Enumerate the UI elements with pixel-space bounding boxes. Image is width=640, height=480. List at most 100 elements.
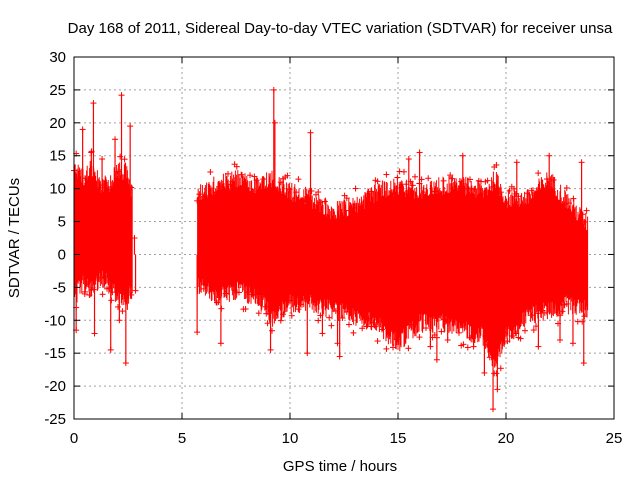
outlier-point (490, 406, 497, 413)
outlier-point (459, 152, 466, 159)
data-point (90, 286, 97, 293)
data-point (423, 325, 429, 332)
y-tick-label: 20 (49, 115, 66, 132)
outlier-point (79, 126, 86, 133)
data-point (269, 327, 275, 334)
data-point (528, 312, 535, 319)
y-tick-label: -20 (44, 378, 66, 395)
outlier-point (267, 346, 274, 353)
x-tick-label: 5 (178, 430, 186, 447)
y-tick-label: -15 (44, 345, 66, 362)
data-point (196, 191, 203, 198)
data-point (108, 186, 115, 193)
outlier-point (416, 149, 423, 156)
outlier-point (122, 360, 129, 367)
data-point (286, 186, 293, 193)
data-point (394, 336, 401, 343)
data-point (566, 200, 572, 207)
outlier-point (304, 350, 311, 357)
data-point (262, 303, 269, 310)
data-point (101, 273, 108, 280)
outlier-point (444, 337, 451, 344)
data-point (374, 178, 381, 185)
data-point (374, 338, 381, 345)
outlier-point (336, 353, 343, 360)
data-point (412, 321, 418, 328)
y-tick-label: 30 (49, 49, 66, 66)
data-point (570, 195, 577, 202)
data-point (392, 191, 399, 198)
data-point (128, 184, 135, 191)
data-point (533, 192, 539, 199)
outlier-point (405, 156, 412, 163)
y-axis-label: SDTVAR / TECUs (6, 178, 23, 298)
y-tick-label: 5 (58, 214, 66, 231)
outlier-point (91, 330, 98, 337)
data-point (238, 171, 245, 178)
outlier-point (578, 159, 585, 166)
data-point (343, 195, 350, 202)
data-point (541, 309, 548, 316)
data-point (506, 187, 513, 194)
data-point (222, 290, 229, 297)
data-point (502, 200, 509, 207)
data-point (97, 274, 104, 281)
data-point (370, 319, 377, 326)
data-point (471, 186, 478, 193)
data-point (209, 284, 216, 291)
x-tick-label: 0 (70, 430, 78, 447)
outlier-point (270, 86, 277, 93)
outlier-point (433, 356, 440, 363)
data-point (242, 305, 249, 312)
outlier-point (132, 287, 139, 294)
data-point (317, 199, 324, 206)
data-point (467, 176, 473, 183)
data-point (464, 344, 471, 351)
data-point (255, 188, 262, 195)
data-point (337, 214, 344, 221)
data-point (341, 303, 348, 310)
data-point (438, 328, 445, 335)
data-point (550, 176, 557, 183)
data-point (390, 344, 396, 351)
data-point (207, 169, 214, 176)
data-point (293, 189, 300, 196)
data-point (200, 193, 207, 200)
outlier-point (557, 337, 563, 344)
data-point (225, 170, 231, 177)
data-point (548, 186, 555, 193)
data-point (108, 297, 115, 304)
data-point (251, 173, 258, 180)
data-point (456, 329, 462, 336)
data-point (315, 189, 322, 196)
y-tick-label: 15 (49, 148, 66, 165)
data-point (365, 315, 372, 322)
data-point (293, 294, 300, 301)
outlier-point (90, 100, 97, 107)
data-point (579, 211, 586, 218)
y-tick-label: 0 (58, 246, 66, 263)
outlier-point (546, 152, 553, 159)
data-point (295, 176, 302, 183)
data-point (522, 202, 528, 209)
data-point (486, 354, 493, 361)
data-point (350, 204, 357, 211)
data-point (321, 198, 328, 205)
data-point (249, 291, 256, 298)
data-point (460, 341, 467, 348)
data-point (563, 184, 570, 191)
data-point (394, 174, 401, 181)
data-point (277, 179, 284, 186)
data-point (128, 291, 135, 298)
data-point (581, 313, 588, 320)
outlier-point (427, 343, 434, 350)
data-point (489, 183, 495, 190)
data-point (352, 185, 359, 192)
y-tick-label: -25 (44, 411, 66, 428)
x-tick-label: 25 (606, 430, 623, 447)
data-point (484, 341, 491, 348)
data-point (381, 195, 388, 202)
outlier-point (271, 119, 278, 126)
data-point (313, 297, 319, 304)
data-point (284, 172, 291, 179)
